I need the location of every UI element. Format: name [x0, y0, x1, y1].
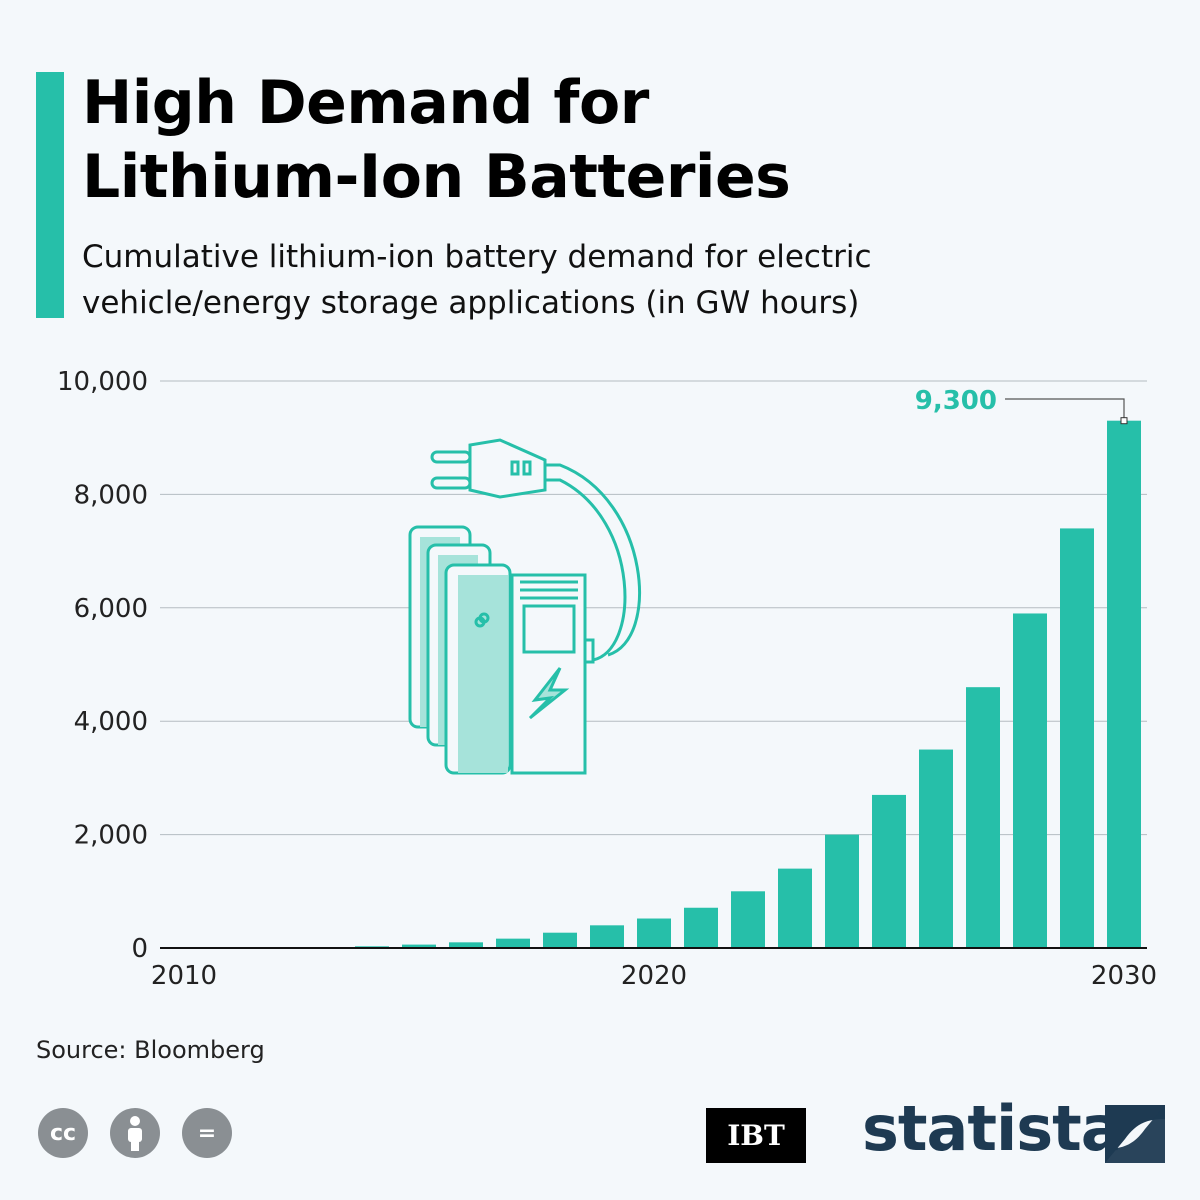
subtitle-line-2: vehicle/energy storage applications (in … — [82, 285, 860, 321]
x-tick-label: 2010 — [151, 961, 217, 991]
x-tick-label: 2020 — [621, 961, 687, 991]
bar-2023 — [778, 868, 812, 948]
y-tick-label: 8,000 — [74, 480, 148, 510]
statista-logo: statista — [862, 1092, 1123, 1165]
subtitle: Cumulative lithium-ion battery demand fo… — [82, 234, 872, 326]
ibt-logo: IBT — [706, 1108, 806, 1163]
bar-2030 — [1107, 420, 1141, 948]
attribution-icon[interactable] — [110, 1108, 160, 1158]
person-icon — [128, 1116, 142, 1151]
bar-2026 — [919, 749, 953, 948]
nd-label: = — [197, 1120, 217, 1146]
x-tick-label: 2030 — [1091, 961, 1157, 991]
bar-2017 — [496, 938, 530, 948]
bar-2020 — [637, 918, 671, 948]
y-tick-label: 6,000 — [74, 594, 148, 624]
cc-label: cc — [49, 1120, 77, 1146]
annotation-marker — [1120, 417, 1128, 425]
source-note: Source: Bloomberg — [36, 1036, 265, 1064]
bar-2025 — [872, 794, 906, 948]
bar-2027 — [966, 687, 1000, 948]
title-line-2: Lithium-Ion Batteries — [82, 142, 791, 212]
no-derivatives-icon[interactable]: = — [182, 1108, 232, 1158]
bar-2021 — [684, 907, 718, 948]
title-line-1: High Demand for — [82, 68, 649, 138]
statista-mark-icon — [1105, 1105, 1165, 1163]
bar-2015 — [402, 944, 436, 948]
bar-2016 — [449, 942, 483, 948]
page-title: High Demand for Lithium-Ion Batteries — [82, 66, 791, 214]
bar-2024 — [825, 834, 859, 948]
cc-icon[interactable]: cc — [38, 1108, 88, 1158]
subtitle-line-1: Cumulative lithium-ion battery demand fo… — [82, 239, 872, 275]
y-tick-label: 0 — [131, 934, 148, 964]
bar-2019 — [590, 925, 624, 948]
y-tick-label: 4,000 — [74, 707, 148, 737]
bar-2028 — [1013, 613, 1047, 948]
y-tick-label: 10,000 — [57, 367, 148, 397]
charger-illustration — [408, 438, 641, 775]
annotation-label: 9,300 — [915, 386, 997, 416]
bar-2022 — [731, 891, 765, 948]
bar-2029 — [1060, 528, 1094, 948]
accent-bar — [36, 72, 64, 318]
bar-2018 — [543, 932, 577, 948]
annotation-leader-line — [1005, 398, 1125, 421]
y-tick-label: 2,000 — [74, 821, 148, 851]
